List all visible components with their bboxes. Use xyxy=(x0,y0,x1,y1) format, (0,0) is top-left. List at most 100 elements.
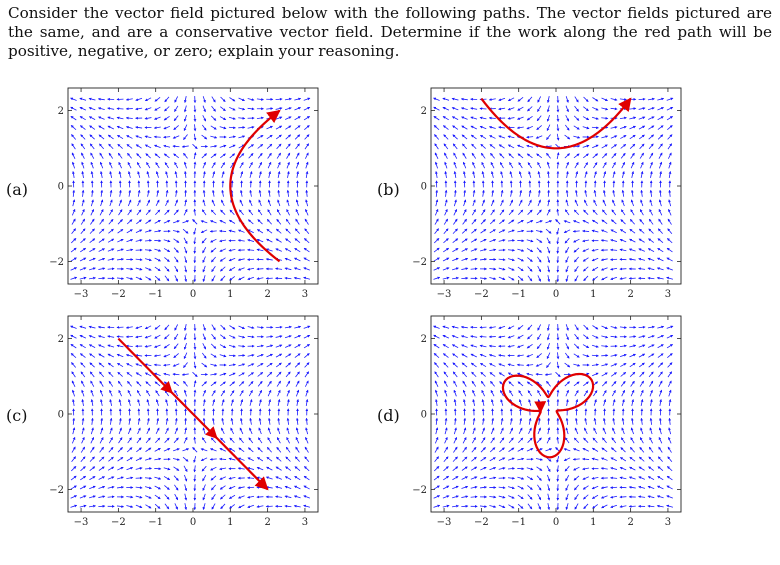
field-arrow xyxy=(228,219,236,224)
field-arrow xyxy=(146,427,150,435)
field-arrow xyxy=(265,277,273,280)
field-arrow xyxy=(256,505,264,508)
field-arrow xyxy=(499,209,505,216)
field-arrow xyxy=(619,116,627,120)
field-arrow xyxy=(275,116,283,120)
field-arrow xyxy=(136,209,142,216)
field-arrow xyxy=(71,446,76,453)
field-arrow xyxy=(211,189,215,197)
field-arrow xyxy=(220,275,226,282)
field-arrow xyxy=(118,170,122,178)
field-arrow xyxy=(547,427,551,435)
field-arrow xyxy=(295,389,300,397)
field-arrow xyxy=(88,116,96,121)
field-arrow xyxy=(628,257,636,261)
field-arrow xyxy=(507,486,515,490)
field-arrow xyxy=(146,390,151,397)
field-arrow xyxy=(526,448,534,452)
field-arrow xyxy=(546,465,551,472)
field-arrow xyxy=(71,208,76,216)
field-arrow xyxy=(601,97,609,101)
field-arrow xyxy=(657,228,663,234)
field-arrow xyxy=(184,503,188,511)
field-arrow xyxy=(629,228,636,234)
field-arrow xyxy=(211,417,215,425)
field-arrow xyxy=(202,475,207,482)
field-arrow xyxy=(574,484,579,491)
field-arrow xyxy=(228,476,236,480)
field-arrow xyxy=(174,105,179,112)
field-arrow xyxy=(294,238,301,244)
field-arrow xyxy=(647,257,655,262)
field-arrow xyxy=(193,436,197,444)
field-arrow xyxy=(582,354,590,358)
field-arrow xyxy=(247,372,254,377)
field-arrow xyxy=(630,389,635,397)
field-arrow xyxy=(479,353,487,358)
field-arrow xyxy=(480,380,486,387)
field-arrow xyxy=(146,162,151,169)
field-arrow xyxy=(537,417,541,425)
field-arrow xyxy=(603,171,607,178)
field-arrow xyxy=(536,475,542,481)
field-arrow xyxy=(537,256,542,263)
field-arrow xyxy=(266,238,273,243)
field-arrow xyxy=(72,199,76,207)
field-arrow xyxy=(109,170,113,178)
field-arrow xyxy=(144,344,152,348)
field-arrow xyxy=(257,135,264,139)
field-arrow xyxy=(472,170,476,178)
field-arrow xyxy=(117,219,123,225)
field-arrow xyxy=(574,427,579,435)
x-tick-label: −2 xyxy=(474,289,489,300)
field-arrow xyxy=(155,199,160,207)
field-arrow xyxy=(108,371,114,378)
field-arrow xyxy=(500,189,504,197)
field-arrow xyxy=(219,467,227,471)
field-arrow xyxy=(89,362,95,368)
field-arrow xyxy=(202,209,207,216)
field-arrow xyxy=(480,371,486,377)
field-arrow xyxy=(247,326,255,329)
field-arrow xyxy=(611,381,617,387)
field-arrow xyxy=(479,257,488,261)
field-arrow xyxy=(610,372,617,377)
field-arrow xyxy=(126,372,133,377)
field-arrow xyxy=(165,399,169,406)
field-arrow xyxy=(80,456,86,462)
field-arrow xyxy=(470,353,477,358)
field-arrow xyxy=(610,495,618,499)
field-arrow xyxy=(565,199,569,207)
field-arrow xyxy=(174,427,178,435)
field-arrow xyxy=(498,276,506,281)
field-arrow xyxy=(639,437,644,444)
vector-field-plot-b: −3 −2 −1 0 1 2 320−2 xyxy=(412,87,682,300)
y-tick-label: −2 xyxy=(49,485,64,496)
field-arrow xyxy=(202,398,206,406)
field-arrow xyxy=(305,189,309,197)
field-arrow xyxy=(211,484,216,491)
field-arrow xyxy=(99,161,104,169)
field-arrow xyxy=(600,467,608,470)
field-arrow xyxy=(488,326,496,329)
field-arrow xyxy=(154,97,161,102)
field-arrow xyxy=(173,437,179,444)
field-arrow xyxy=(107,107,115,110)
field-arrow xyxy=(136,153,142,159)
field-arrow xyxy=(247,354,255,357)
field-arrow xyxy=(630,427,634,435)
field-arrow xyxy=(434,389,438,397)
field-arrows-d xyxy=(433,324,674,511)
field-arrow xyxy=(433,504,441,508)
field-arrow xyxy=(433,353,440,359)
field-arrow xyxy=(284,107,292,111)
field-arrow xyxy=(209,220,217,224)
field-arrow xyxy=(556,389,560,397)
field-arrow xyxy=(620,363,627,367)
red-path-a xyxy=(229,109,281,263)
field-arrow xyxy=(284,97,292,101)
field-arrow xyxy=(182,448,190,452)
field-arrow xyxy=(211,266,216,273)
field-arrow xyxy=(452,466,459,471)
field-arrow xyxy=(294,344,301,349)
